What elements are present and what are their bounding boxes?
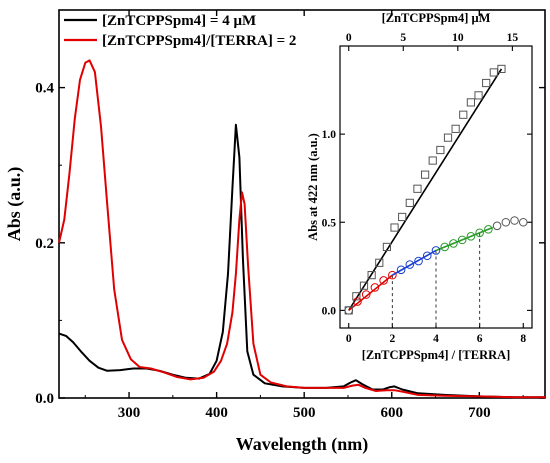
inset-circle-point: [422, 251, 432, 261]
inset-top-tick-label: 15: [507, 32, 519, 44]
inset-circle-point: [466, 232, 476, 241]
inset-circle-point: [510, 216, 519, 225]
inset-top-tick-label: 5: [400, 32, 406, 44]
inset-x-axis-title: [ZnTCPPSpm4] / [TERRA]: [362, 348, 511, 362]
inset-circle-point: [405, 260, 415, 269]
inset-square-point: [474, 91, 483, 100]
main-x-tick-label: 500: [293, 405, 316, 421]
inset-square-point: [443, 133, 453, 142]
inset-square-point: [352, 292, 361, 301]
inset-x-tick-label: 6: [477, 333, 483, 345]
main-plot-frame: [58, 9, 546, 399]
main-x-tick-label: 400: [205, 405, 228, 421]
inset-square-point: [482, 78, 491, 88]
inset-y-tick-label: 1.0: [322, 129, 337, 141]
inset-x-tick-label: 8: [520, 333, 526, 345]
inset-top-tick-label: 0: [346, 32, 352, 44]
main-x-tick-label: 600: [381, 405, 404, 421]
inset-circle-point: [370, 283, 380, 292]
inset-circle-point: [353, 297, 362, 306]
inset-circle-point: [361, 290, 371, 299]
inset-data-marks: [344, 64, 528, 328]
inset-x-tick-label: 4: [433, 333, 439, 345]
inset-square-point: [413, 184, 422, 193]
legend: [ZnTCPPSpm4] = 4 μM [ZnTCPPSpm4]/[TERRA]…: [64, 13, 296, 49]
main-y-tick-label: 0.2: [35, 236, 54, 252]
inset-x-tick-label: 0: [346, 333, 352, 345]
main-series-lines: [58, 59, 545, 399]
inset-square-point: [405, 198, 414, 207]
inset-circle-point: [379, 276, 388, 285]
inset-square-point: [359, 281, 369, 290]
main-x-tick-label: 700: [468, 405, 491, 421]
legend-label-black: [ZnTCPPSpm4] = 4 μM: [102, 13, 256, 29]
inset-square-point: [375, 258, 384, 267]
inset-square-point: [466, 98, 476, 107]
inset-fit-line: [348, 68, 503, 311]
inset-circle-point: [518, 217, 528, 227]
main-y-tick-label: 0.0: [35, 391, 54, 407]
inset-square-point: [428, 156, 437, 165]
main-y-tick-label: 0.4: [35, 81, 54, 97]
inset-x-tick-label: 2: [389, 333, 395, 345]
inset-circle-point: [388, 270, 397, 280]
main-x-tick-label: 300: [118, 405, 141, 421]
legend-label-red: [ZnTCPPSpm4]/[TERRA] = 2: [102, 33, 296, 49]
inset-circle-point: [414, 256, 423, 266]
inset-fit-line: [348, 274, 393, 311]
inset-circle-point: [492, 221, 502, 231]
inset-square-point: [459, 110, 468, 119]
inset-circle-point: [475, 228, 484, 238]
main-y-axis-title: Abs (a.u.): [4, 167, 25, 242]
inset-square-point: [436, 145, 445, 155]
inset-square-point: [497, 64, 506, 74]
inset-fit-line: [391, 249, 437, 276]
inset-square-point: [420, 170, 430, 179]
inset-square-point: [367, 271, 376, 280]
inset-square-point: [398, 212, 407, 222]
inset-square-point: [382, 242, 392, 252]
inset-axis-ticks: 0 2 4 6 8 0 5 10 15 0.0 0.5 1.0: [322, 32, 532, 345]
inset-y-axis-title: Abs at 422 nm (a.u.): [306, 133, 320, 241]
inset-circle-point: [344, 306, 354, 315]
inset-circle-point: [440, 242, 450, 252]
main-x-axis-title: Wavelength (nm): [236, 434, 369, 455]
inset-circle-point: [431, 246, 441, 255]
inset-top-tick-label: 10: [452, 32, 464, 44]
spectrum-line-2: [58, 59, 545, 399]
inset-y-tick-label: 0.0: [322, 305, 337, 317]
inset-circle-point: [501, 217, 511, 227]
inset-y-tick-label: 0.5: [322, 217, 337, 229]
inset-circle-point: [484, 225, 493, 234]
inset-frame: [339, 45, 533, 329]
inset-square-point: [390, 223, 399, 232]
inset-top-axis-title: [ZnTCPPSpm4] μM: [382, 11, 491, 25]
inset-circle-point: [396, 265, 406, 275]
inset-circle-point: [457, 235, 467, 245]
inset-square-point: [451, 124, 460, 133]
inset-circle-point: [449, 239, 458, 248]
